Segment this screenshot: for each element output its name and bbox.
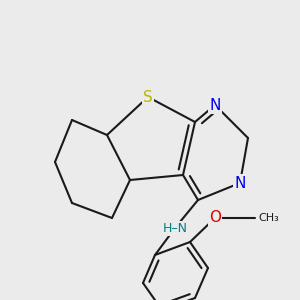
Text: N: N <box>234 176 246 190</box>
Text: N: N <box>209 98 221 112</box>
Text: O: O <box>209 211 221 226</box>
Text: S: S <box>143 89 153 104</box>
Text: H–N: H–N <box>163 221 188 235</box>
Text: CH₃: CH₃ <box>258 213 279 223</box>
